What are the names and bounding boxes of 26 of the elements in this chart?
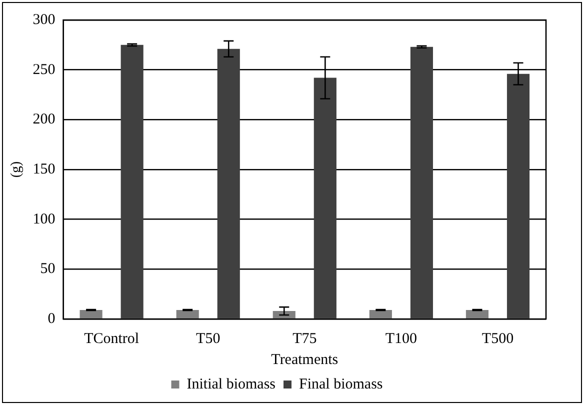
x-tick-label: TControl [84, 330, 140, 347]
x-axis-title: Treatments [271, 352, 338, 368]
y-tick-label: 100 [32, 211, 56, 228]
x-tick-label: T50 [196, 330, 220, 347]
bar [314, 78, 336, 318]
y-tick-label: 150 [32, 161, 56, 178]
y-tick-label: 50 [40, 261, 56, 278]
bar [272, 311, 296, 318]
bar [466, 310, 488, 318]
y-axis-title: (g) [9, 161, 24, 178]
bar [120, 44, 144, 318]
x-tick-label: T75 [292, 330, 317, 347]
bar [217, 48, 240, 318]
bar [369, 310, 392, 318]
y-tick-label: 200 [32, 112, 56, 128]
x-tick-label: T500 [482, 330, 514, 347]
bar [176, 310, 199, 318]
y-tick-label: 300 [32, 12, 56, 28]
bar [410, 46, 433, 318]
y-tick-label: 250 [32, 62, 56, 78]
y-tick-label: 0 [48, 310, 56, 327]
legend-label: Final biomass [298, 376, 383, 392]
x-tick-label: T100 [385, 330, 418, 347]
bar [80, 310, 102, 318]
bar [506, 74, 530, 318]
legend-label: Initial biomass [186, 376, 276, 392]
